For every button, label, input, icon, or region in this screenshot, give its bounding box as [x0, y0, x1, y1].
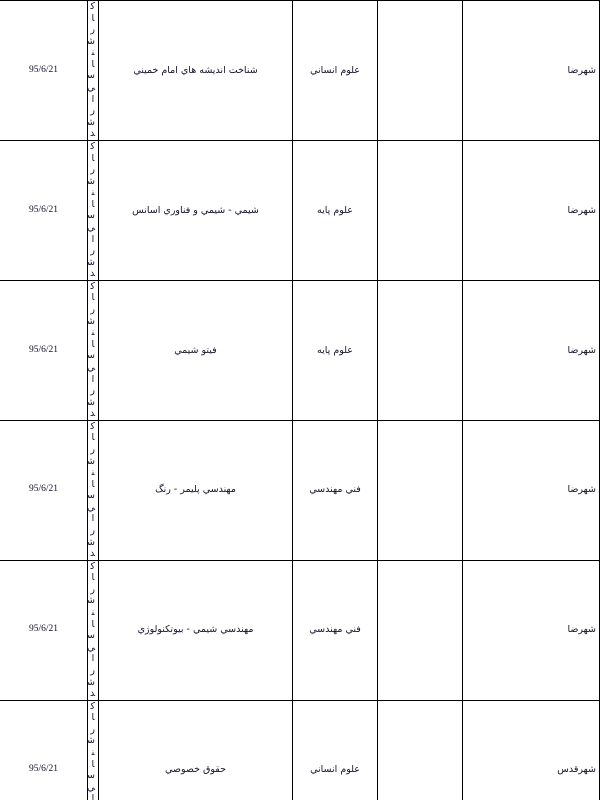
cell-city: شهرقدس — [463, 700, 600, 800]
cell-city: شهرضا — [463, 560, 600, 700]
cell-major: حقوق خصوصي — [99, 700, 293, 800]
cell-degree: كارشناسي ارشد — [88, 140, 99, 280]
cell-major: شيمي - شيمي و فناوري اسانس — [99, 140, 293, 280]
cell-city: شهرضا — [463, 1, 600, 141]
cell-blank — [378, 280, 463, 420]
cell-blank — [378, 420, 463, 560]
cell-faculty: علوم پايه — [293, 280, 378, 420]
cell-blank — [378, 560, 463, 700]
cell-major: مهندسي شيمي - بيوتكنولوژي — [99, 560, 293, 700]
cell-faculty: فني مهندسي — [293, 420, 378, 560]
cell-faculty: فني مهندسي — [293, 560, 378, 700]
cell-degree: كارشناسي ارشد — [88, 280, 99, 420]
cell-major: فيتو شيمي — [99, 280, 293, 420]
cell-blank — [378, 140, 463, 280]
cell-degree: كارشناسي ارشد — [88, 420, 99, 560]
cell-faculty: علوم انساني — [293, 700, 378, 800]
cell-major: شناخت انديشه هاي امام خميني — [99, 1, 293, 141]
cell-degree: كارشناسي ارشد — [88, 560, 99, 700]
cell-blank — [378, 700, 463, 800]
cell-date: 95/6/21 — [0, 560, 88, 700]
cell-degree: كارشناسي ارشد — [88, 700, 99, 800]
cell-date: 95/6/21 — [0, 140, 88, 280]
cell-date: 95/6/21 — [0, 280, 88, 420]
cell-major: مهندسي پليمر - رنگ — [99, 420, 293, 560]
cell-date: 95/6/21 — [0, 420, 88, 560]
cell-city: شهرضا — [463, 420, 600, 560]
cell-city: شهرضا — [463, 280, 600, 420]
cell-faculty: علوم پايه — [293, 140, 378, 280]
cell-date: 95/6/21 — [0, 700, 88, 800]
cell-date: 95/6/21 — [0, 1, 88, 141]
cell-faculty: علوم انساني — [293, 1, 378, 141]
cell-city: شهرضا — [463, 140, 600, 280]
cell-blank — [378, 1, 463, 141]
cell-degree: كارشناسي ارشد — [88, 1, 99, 141]
